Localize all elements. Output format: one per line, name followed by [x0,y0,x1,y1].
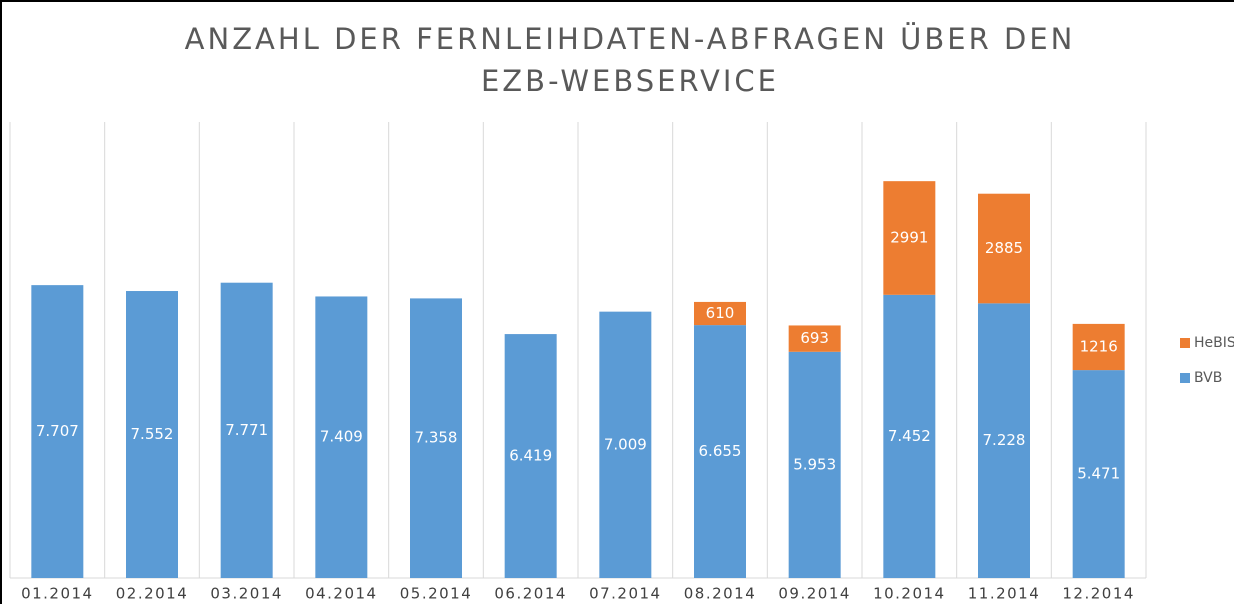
legend-swatch [1180,373,1190,383]
x-tick-label: 12.2014 [1062,585,1135,603]
bar-segment [883,294,936,578]
data-label: 1216 [1080,337,1118,355]
data-label: 7.358 [415,429,458,447]
data-label: 5.953 [793,455,836,473]
x-tick-label: 05.2014 [400,585,473,603]
data-label: 693 [800,329,829,347]
bar-segment [694,301,746,326]
bar-segment [220,282,273,578]
bar-segment [599,311,652,578]
bar-segment [694,325,746,578]
x-tick-label: 10.2014 [873,585,946,603]
x-tick-label: 07.2014 [589,585,662,603]
bar-segment [1072,323,1125,371]
data-label: 7.552 [131,425,174,443]
data-label: 2885 [985,239,1023,257]
data-label: 5.471 [1077,465,1120,483]
x-tick-label: 06.2014 [494,585,567,603]
legend-swatch [1180,338,1190,348]
data-label: 7.771 [225,421,268,439]
x-tick-label: 01.2014 [21,585,94,603]
chart-title: ANZAHL DER FERNLEIHDATEN-ABFRAGEN ÜBER D… [184,22,1076,98]
bar-segment [315,296,368,578]
legend-label: BVB [1194,370,1222,386]
bar-segment [978,193,1030,304]
x-tick-label: 03.2014 [210,585,283,603]
bar-segment [788,351,841,578]
data-label: 7.009 [604,435,647,453]
x-tick-label: 02.2014 [116,585,189,603]
bar-segment [978,303,1030,578]
bar-segment [410,298,462,578]
data-label: 7.409 [320,428,363,446]
bar-segment [788,325,841,352]
bar-segment [504,334,557,578]
x-tick-label: 11.2014 [968,585,1041,603]
x-tick-label: 09.2014 [778,585,851,603]
data-label: 7.228 [983,431,1026,449]
bar-segment [883,181,936,295]
data-label: 7.452 [888,427,931,445]
bar-segment [31,285,84,578]
legend-label: HeBIS [1194,335,1234,351]
data-label: 6.655 [699,442,742,460]
bar-segment [126,291,178,578]
data-label: 6.419 [509,447,552,465]
bar-segment [1072,370,1125,578]
x-tick-label: 04.2014 [305,585,378,603]
data-label: 7.707 [36,422,79,440]
data-label: 610 [706,304,735,322]
data-label: 2991 [890,228,928,246]
x-tick-label: 08.2014 [684,585,757,603]
